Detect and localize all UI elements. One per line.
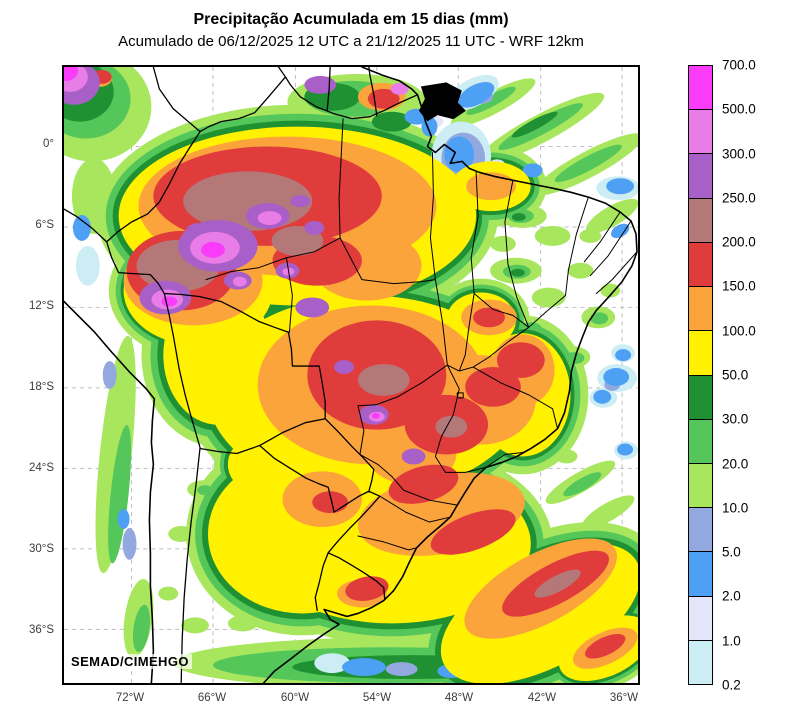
colorbar-segment <box>689 419 712 464</box>
colorbar-tick-label: 30.0 <box>722 411 749 427</box>
colorbar-tick-label: 150.0 <box>722 278 756 294</box>
lat-tick-label: 36°S <box>28 624 54 636</box>
lon-tick-label: 60°W <box>280 692 310 704</box>
colorbar-tick-label: 250.0 <box>722 190 756 206</box>
colorbar-tick-label: 10.0 <box>722 500 749 516</box>
lat-tick-label: 18°S <box>28 381 54 393</box>
lon-tick-label: 72°W <box>115 692 145 704</box>
country-borders <box>64 67 419 683</box>
watermark: SEMAD/CIMEHGO <box>68 654 192 669</box>
lat-tick-label: 24°S <box>28 462 54 474</box>
colorbar-tick-label: 50.0 <box>722 367 749 383</box>
colorbar-tick-label: 700.0 <box>722 57 756 73</box>
river-delta-detail <box>419 82 466 122</box>
colorbar-segment <box>689 508 712 553</box>
page-title: Precipitação Acumulada em 15 dias (mm) <box>193 11 509 28</box>
coastline <box>64 67 638 683</box>
colorbar-segment <box>689 110 712 155</box>
lon-tick-label: 54°W <box>362 692 392 704</box>
colorbar-tick-label: 5.0 <box>722 544 741 560</box>
lon-tick-label: 66°W <box>197 692 227 704</box>
colorbar-segment <box>689 331 712 376</box>
colorbar-tick-label: 500.0 <box>722 101 756 117</box>
colorbar-segment <box>689 596 712 641</box>
colorbar-segment <box>689 552 712 597</box>
colorbar-segment <box>689 198 712 243</box>
colorbar-tick-label: 1.0 <box>722 633 741 649</box>
colorbar-segment <box>689 640 712 685</box>
colorbar-segment <box>689 66 712 111</box>
map-plot: SEMAD/CIMEHGO <box>62 65 640 685</box>
lat-tick-label: 12°S <box>28 300 54 312</box>
lon-tick-label: 42°W <box>527 692 557 704</box>
lat-tick-label: 6°S <box>35 219 54 231</box>
colorbar-segment <box>689 154 712 199</box>
colorbar-tick-label: 100.0 <box>722 323 756 339</box>
colorbar <box>688 65 713 685</box>
colorbar-segment <box>689 375 712 420</box>
colorbar-tick-label: 300.0 <box>722 146 756 162</box>
lat-tick-label: 30°S <box>28 543 54 555</box>
page-subtitle: Acumulado de 06/12/2025 12 UTC a 21/12/2… <box>118 33 584 50</box>
lat-tick-label: 0° <box>43 138 54 150</box>
colorbar-tick-label: 20.0 <box>722 456 749 472</box>
colorbar-segment <box>689 463 712 509</box>
lon-tick-label: 36°W <box>609 692 639 704</box>
colorbar-tick-label: 200.0 <box>722 234 756 250</box>
colorbar-tick-label: 2.0 <box>722 588 741 604</box>
colorbar-segment <box>689 242 712 288</box>
precipitation-map-svg <box>64 67 638 683</box>
colorbar-tick-label: 0.2 <box>722 677 741 693</box>
colorbar-segment <box>689 287 712 332</box>
precip-field <box>64 67 638 683</box>
lon-tick-label: 48°W <box>444 692 474 704</box>
